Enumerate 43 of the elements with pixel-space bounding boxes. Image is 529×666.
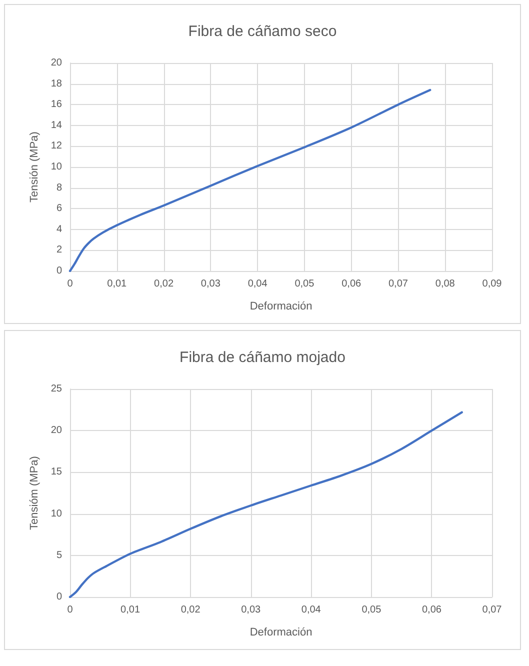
y-tick-label: 12 [50,140,62,152]
x-tick-label: 0 [67,278,74,290]
y-tick-label: 5 [56,550,62,561]
x-tick-label: 0,08 [435,278,456,290]
x-tick-label: 0,05 [362,604,382,616]
x-tick-label: 0,03 [200,278,221,290]
y-tick-label: 0 [56,266,62,276]
y-tick-label: 10 [50,508,62,520]
line-series [68,88,432,272]
y-tick-label: 6 [56,203,62,214]
x-tick-label: 0,03 [241,604,262,616]
x-tick-label: 0,01 [120,604,140,616]
x-tick-label: 0,01 [107,278,128,290]
y-axis-title: Tensión (MPa) [28,132,40,202]
x-tick-label: 0,06 [422,604,442,616]
x-axis-title: Deformación [250,300,312,312]
x-tick-label: 0,09 [482,278,502,290]
y-tick-label: 16 [50,99,62,110]
chart-title: Fibra de cáñamo seco [188,23,337,40]
y-tick-label: 4 [56,224,62,235]
x-tick-label: 0,07 [388,278,408,290]
y-tick-label: 18 [50,78,62,90]
y-tick-label: 14 [50,120,62,131]
y-tick-label: 20 [50,58,62,68]
x-tick-label: 0 [67,604,74,616]
y-axis-title: Tensióm (MPa) [28,456,40,530]
x-tick-label: 0,02 [180,604,201,616]
y-tick-label: 0 [56,592,62,602]
x-tick-label: 0,05 [294,278,315,290]
y-tick-label: 10 [50,162,62,172]
y-tick-label: 8 [56,182,62,194]
x-tick-label: 0,06 [342,278,362,290]
x-tick-label: 0,02 [154,278,174,290]
x-tick-label: 0,07 [482,604,502,616]
chart-title: Fibra de cáñamo mojado [180,349,346,366]
line-series [68,411,463,598]
y-tick-label: 25 [50,384,62,394]
x-axis-title: Deformación [250,626,312,638]
x-tick-label: 0,04 [301,604,322,616]
y-tick-label: 2 [56,244,62,256]
y-tick-label: 15 [50,466,62,478]
x-tick-label: 0,04 [248,278,268,290]
y-tick-label: 20 [50,425,62,436]
